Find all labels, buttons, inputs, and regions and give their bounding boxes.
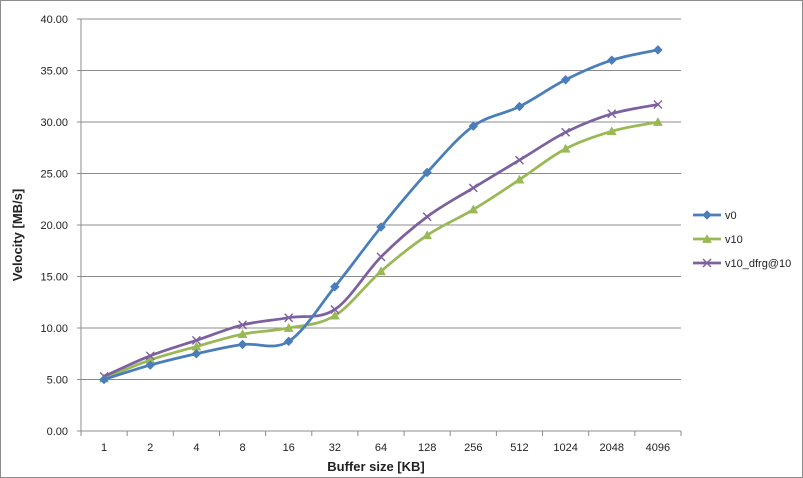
data-point <box>514 101 525 112</box>
data-point <box>145 351 155 361</box>
data-point <box>560 143 571 153</box>
data-point <box>145 360 156 370</box>
data-point <box>606 126 617 136</box>
data-point <box>237 329 248 339</box>
data-point <box>468 204 479 214</box>
data-point <box>376 222 386 232</box>
x-tick-label: 8 <box>239 442 245 454</box>
data-point <box>283 336 294 347</box>
series-v0 <box>99 45 663 385</box>
series-line <box>102 48 660 381</box>
data-point <box>237 339 248 350</box>
legend-item: v0 <box>693 210 737 222</box>
y-tick-label: 15.00 <box>40 272 68 284</box>
y-tick-label: 30.00 <box>40 117 68 129</box>
data-point <box>422 212 432 222</box>
legend: v0 v10 v10_dfrg@10 <box>693 210 791 270</box>
data-point <box>191 348 202 359</box>
y-tick-label: 40.00 <box>40 14 68 26</box>
series-group <box>99 45 663 385</box>
series-v10-dfrg-10 <box>99 99 663 381</box>
legend-marker <box>702 233 712 243</box>
data-point <box>561 127 571 137</box>
y-tick-label: 35.00 <box>40 66 68 78</box>
data-point <box>514 155 524 165</box>
data-point <box>191 335 201 345</box>
data-point <box>468 121 479 131</box>
x-tick-label: 1 <box>101 442 107 454</box>
x-tick-label: 512 <box>510 442 528 454</box>
data-point <box>653 99 663 109</box>
x-tick-label: 64 <box>375 442 387 454</box>
x-tick-label: 128 <box>418 442 436 454</box>
x-tick-label: 32 <box>329 442 341 454</box>
data-point <box>468 183 478 193</box>
x-tick-label: 2048 <box>600 442 624 454</box>
legend-label: v0 <box>725 210 737 222</box>
x-tick-label: 2 <box>147 442 153 454</box>
y-axis-title: Velocity [MB/s] <box>10 189 25 281</box>
x-tick-label: 16 <box>283 442 295 454</box>
data-point <box>376 252 386 262</box>
y-tick-label: 10.00 <box>40 323 68 335</box>
legend-label: v10 <box>725 234 743 246</box>
data-point <box>422 230 433 240</box>
gridlines <box>81 18 681 380</box>
y-tick-label: 0.00 <box>47 426 68 438</box>
data-point <box>653 45 663 55</box>
data-point <box>99 374 109 385</box>
legend-label: v10_dfrg@10 <box>725 258 791 270</box>
y-axis-ticks: 0.00 5.00 10.00 15.00 20.00 25.00 30.00 35.00 40… <box>40 14 81 438</box>
series-line <box>102 120 660 380</box>
legend-item: v10_dfrg@10 <box>693 258 791 270</box>
data-point <box>283 322 294 332</box>
x-tick-label: 4 <box>193 442 199 454</box>
x-tick-label: 4096 <box>646 442 670 454</box>
data-point <box>238 320 248 330</box>
data-point <box>376 266 386 276</box>
series-v10 <box>99 116 663 383</box>
legend-item: v10 <box>693 233 743 246</box>
data-point <box>652 116 663 126</box>
y-tick-label: 25.00 <box>40 169 68 181</box>
y-tick-label: 20.00 <box>40 220 68 232</box>
data-point <box>284 313 294 323</box>
data-point <box>329 281 340 292</box>
data-point <box>606 55 617 66</box>
x-tick-label: 256 <box>464 442 482 454</box>
x-tick-label: 1024 <box>553 442 577 454</box>
data-point <box>329 310 340 320</box>
x-axis-ticks: 1 2 4 8 16 32 64 128 256 512 1024 2048 4096 <box>80 431 682 454</box>
legend-marker <box>702 258 712 268</box>
y-tick-label: 5.00 <box>47 375 68 387</box>
data-point <box>422 167 433 178</box>
x-axis-title: Buffer size [KB] <box>327 459 425 474</box>
data-point <box>330 304 340 314</box>
data-point <box>514 174 525 184</box>
data-point <box>560 74 571 85</box>
legend-marker <box>702 210 712 220</box>
data-point <box>607 109 617 119</box>
